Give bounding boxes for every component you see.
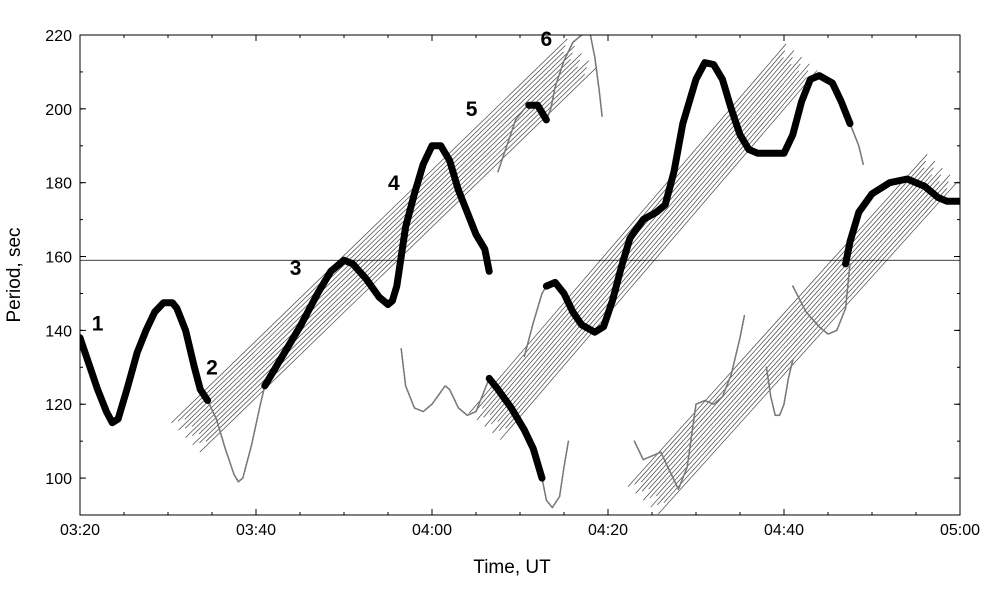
- hatched-bands: [171, 38, 958, 515]
- y-tick-label: 140: [45, 323, 72, 340]
- x-tick-label: 03:40: [236, 522, 276, 539]
- thick-series-6: [842, 175, 960, 268]
- band-2-hatch-line: [492, 63, 810, 434]
- thin-series-5: [497, 104, 530, 173]
- segment-labels: 1 2 3 4 5 6: [92, 28, 552, 380]
- y-axis-label: Period, sec: [4, 227, 25, 322]
- band-2-hatch-line: [497, 70, 800, 422]
- band-1-hatch-line: [198, 66, 578, 435]
- segment-label: 1: [92, 312, 104, 335]
- band-1-hatch-line: [184, 52, 573, 429]
- band-1-hatch-line: [184, 51, 564, 420]
- band-2-hatch-line: [498, 70, 809, 431]
- band-1-hatch-line: [192, 60, 589, 446]
- segment-label: 5: [466, 98, 478, 121]
- band-3-hatch-line: [650, 174, 951, 508]
- segment-label: 3: [290, 257, 302, 280]
- thin-series-2: [400, 348, 490, 417]
- y-tick-label: 180: [45, 176, 72, 193]
- y-tick-label: 100: [45, 471, 72, 488]
- thin-series-7: [589, 35, 603, 117]
- thick-series-1: [80, 299, 212, 427]
- thick-series-4: [525, 101, 550, 124]
- thick-series-group: [80, 59, 960, 482]
- band-3-hatch-line: [657, 181, 949, 506]
- band-2-hatch-line: [491, 63, 801, 425]
- band-2-hatch-line: [483, 57, 793, 418]
- band-3-hatch-line: [634, 160, 927, 485]
- segment-label: 4: [388, 172, 400, 195]
- band-1-hatch-line: [178, 45, 575, 431]
- thick-series-3: [485, 374, 546, 482]
- y-tick-label: 200: [45, 102, 72, 119]
- x-tick-label: 03:20: [60, 522, 100, 539]
- band-1-hatch-line: [185, 53, 582, 438]
- band-3-hatch-line: [642, 167, 943, 501]
- band-2-hatch-line: [489, 63, 792, 416]
- thin-series-1: [206, 385, 266, 483]
- band-3-hatch-line: [663, 187, 948, 503]
- segment-label: 6: [541, 28, 553, 51]
- x-axis-label: Time, UT: [473, 557, 551, 578]
- segment-label: 2: [206, 357, 218, 380]
- band-3-hatch-line: [640, 167, 925, 483]
- y-tick-label: 160: [45, 250, 72, 267]
- band-2-hatch-line: [505, 77, 807, 429]
- y-tick-label: 120: [45, 397, 72, 414]
- band-2-hatch-line: [500, 70, 818, 440]
- band-3-hatch-line: [635, 160, 936, 494]
- y-tick-label: 220: [45, 28, 72, 45]
- thin-series-3: [541, 440, 570, 509]
- thin-series-6: [545, 35, 583, 121]
- band-3-hatch-line: [656, 181, 940, 497]
- thin-series-group: [206, 35, 864, 509]
- thick-series-5: [542, 59, 854, 336]
- band-3-hatch-line: [648, 174, 933, 490]
- x-tick-label: 05:00: [940, 522, 980, 539]
- thin-series-4: [523, 285, 548, 357]
- thin-series-11: [849, 122, 864, 165]
- band-1-hatch-line: [171, 38, 568, 424]
- band-2-hatch-line: [484, 56, 802, 427]
- x-tick-label: 04:00: [412, 522, 452, 539]
- band-1-hatch-line: [191, 59, 571, 427]
- band-3-hatch-line: [658, 181, 958, 515]
- thin-series-8: [633, 314, 746, 490]
- x-tick-label: 04:20: [588, 522, 628, 539]
- thin-series-9: [765, 359, 794, 417]
- thick-series-2: [261, 142, 493, 390]
- band-1-hatch-line: [177, 45, 566, 422]
- band-3-hatch-line: [627, 154, 928, 487]
- band-3-hatch-line: [649, 174, 942, 499]
- x-tick-label: 04:40: [764, 522, 804, 539]
- axis-ticks: 03:20 03:40 04:00 04:20 04:40 05:00 100 120 140 1…: [45, 28, 980, 539]
- thin-series-10: [792, 263, 851, 335]
